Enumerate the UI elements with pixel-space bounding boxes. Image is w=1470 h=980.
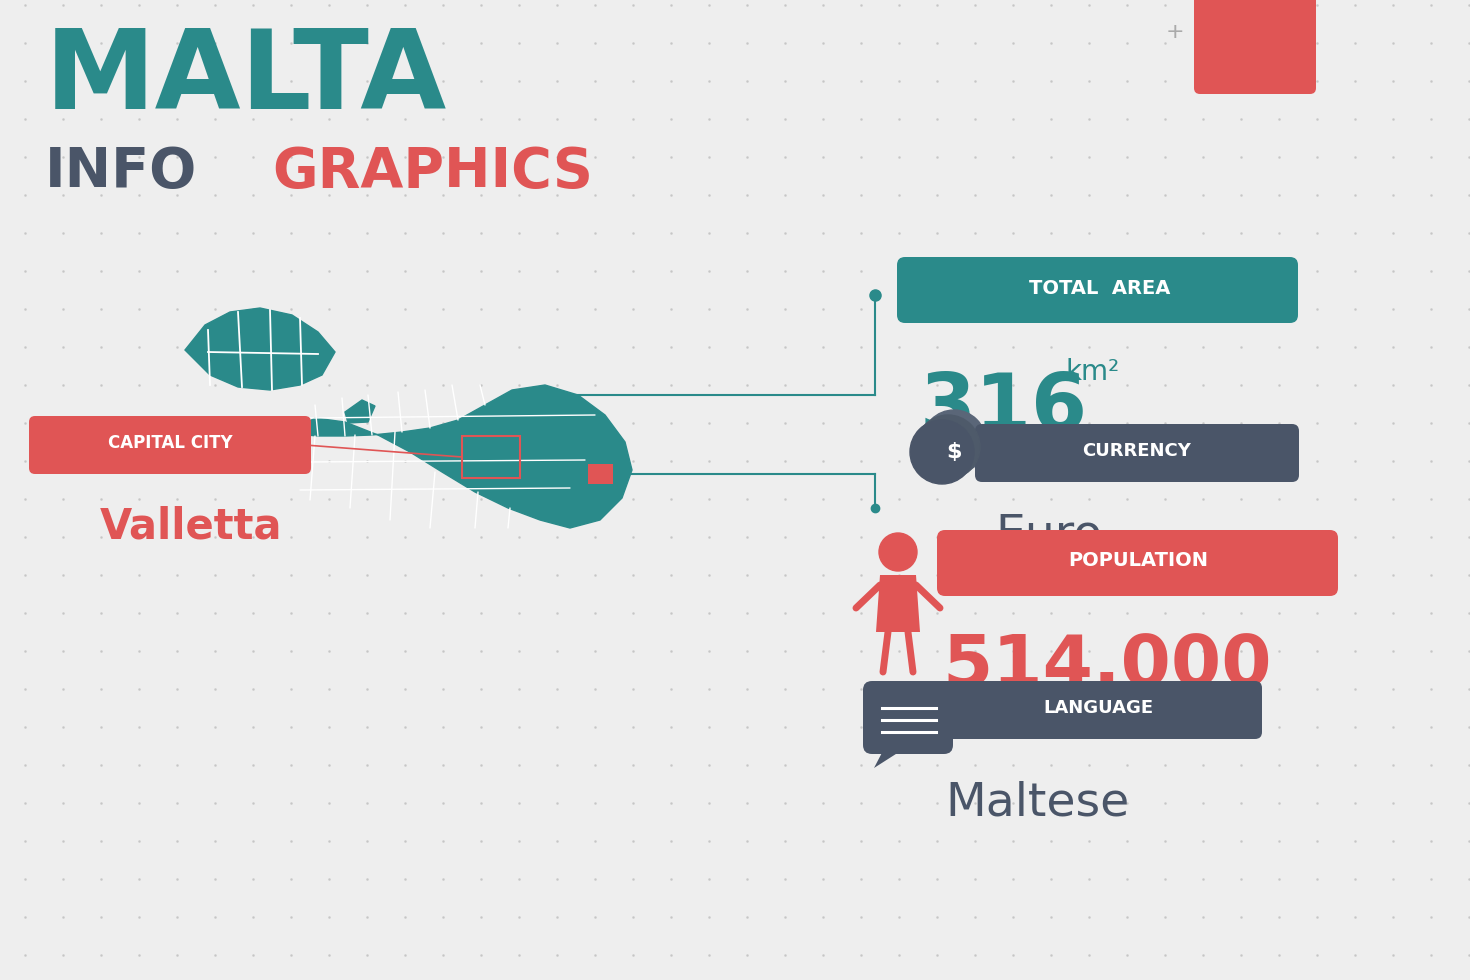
FancyBboxPatch shape	[29, 416, 312, 474]
Text: LANGUAGE: LANGUAGE	[1042, 699, 1152, 717]
Text: km²: km²	[1064, 358, 1119, 386]
Circle shape	[910, 420, 975, 484]
FancyBboxPatch shape	[897, 257, 1298, 323]
Circle shape	[916, 415, 980, 479]
Text: MALTA: MALTA	[46, 25, 447, 132]
Polygon shape	[290, 385, 632, 528]
FancyBboxPatch shape	[863, 681, 953, 754]
FancyBboxPatch shape	[588, 464, 613, 484]
Text: Maltese: Maltese	[945, 780, 1129, 825]
FancyBboxPatch shape	[938, 681, 1263, 739]
Polygon shape	[185, 308, 335, 390]
Text: $: $	[947, 442, 961, 462]
Text: +: +	[1166, 22, 1185, 42]
Text: CAPITAL CITY: CAPITAL CITY	[107, 434, 232, 452]
Circle shape	[922, 410, 986, 474]
Polygon shape	[345, 400, 375, 423]
Text: CURRENCY: CURRENCY	[1082, 442, 1192, 460]
Text: TOTAL  AREA: TOTAL AREA	[1029, 278, 1170, 298]
Text: 514,000: 514,000	[942, 632, 1272, 701]
Polygon shape	[876, 575, 920, 632]
Text: POPULATION: POPULATION	[1069, 552, 1208, 570]
Text: Valletta: Valletta	[100, 505, 282, 547]
Text: 316: 316	[920, 370, 1088, 448]
Text: Euro: Euro	[995, 512, 1102, 557]
Text: INFO: INFO	[46, 145, 197, 199]
FancyBboxPatch shape	[1194, 0, 1316, 94]
Circle shape	[879, 533, 917, 571]
FancyBboxPatch shape	[975, 424, 1299, 482]
Polygon shape	[875, 745, 910, 768]
FancyBboxPatch shape	[936, 530, 1338, 596]
Text: GRAPHICS: GRAPHICS	[272, 145, 592, 199]
